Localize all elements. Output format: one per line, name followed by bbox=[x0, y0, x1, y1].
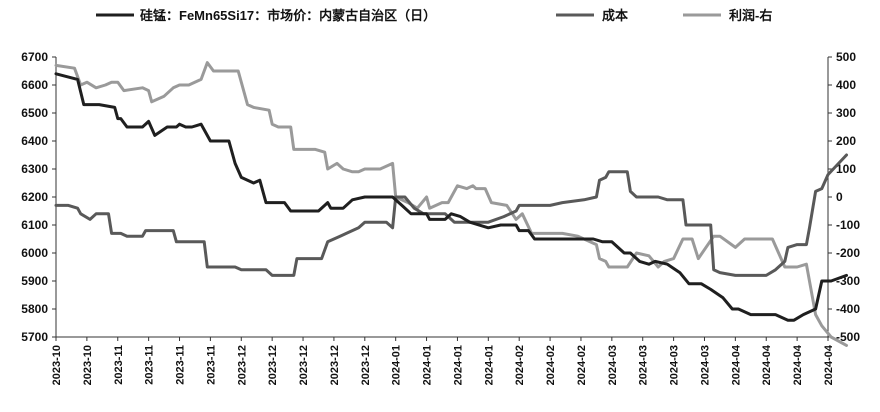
x-axis-tick-label: 2024-03 bbox=[607, 345, 619, 385]
x-axis-tick-label: 2024-04 bbox=[823, 344, 835, 385]
legend-label-price: 硅锰：FeMn65Si17：市场价：内蒙古自治区（日） bbox=[140, 8, 436, 23]
left-axis-tick-label: 6100 bbox=[21, 218, 48, 232]
right-axis-tick-label: 100 bbox=[836, 162, 856, 176]
x-axis-tick-label: 2024-02 bbox=[514, 345, 526, 385]
right-axis-tick-label: -100 bbox=[836, 218, 860, 232]
series-line-profit bbox=[54, 61, 848, 347]
x-axis-tick-label: 2024-03 bbox=[638, 345, 650, 385]
legend-label-cost: 成本 bbox=[602, 8, 628, 23]
x-axis-tick-label: 2023-12 bbox=[329, 345, 341, 385]
x-axis-tick-label: 2023-12 bbox=[236, 345, 248, 385]
x-axis-tick-label: 2024-01 bbox=[483, 345, 495, 385]
x-axis-tick-label: 2023-11 bbox=[144, 345, 156, 385]
left-axis-tick-label: 6300 bbox=[21, 162, 48, 176]
x-axis-tick-label: 2023-10 bbox=[82, 345, 94, 385]
left-axis-tick-label: 6700 bbox=[21, 50, 48, 64]
right-axis-tick-label: 300 bbox=[836, 106, 856, 120]
x-axis-tick-label: 2024-02 bbox=[576, 345, 588, 385]
x-axis-tick-label: 2023-11 bbox=[175, 345, 187, 385]
x-axis-tick-label: 2023-10 bbox=[51, 345, 63, 385]
x-axis-tick-label: 2023-12 bbox=[298, 345, 310, 385]
left-axis-tick-label: 5900 bbox=[21, 274, 48, 288]
left-axis-tick-label: 6000 bbox=[21, 246, 48, 260]
right-axis-tick-label: -200 bbox=[836, 246, 860, 260]
x-axis-tick-label: 2024-04 bbox=[792, 344, 804, 385]
series-layer bbox=[54, 61, 848, 347]
x-axis-tick-label: 2023-12 bbox=[360, 345, 372, 385]
x-axis-tick-label: 2024-01 bbox=[422, 345, 434, 385]
legend-label-profit: 利润-右 bbox=[729, 8, 772, 23]
left-axis-tick-label: 5700 bbox=[21, 330, 48, 344]
x-axis-tick-label: 2024-04 bbox=[761, 344, 773, 385]
right-axis-tick-label: 400 bbox=[836, 78, 856, 92]
right-axis-tick-label: -400 bbox=[836, 302, 860, 316]
left-axis-tick-label: 6400 bbox=[21, 134, 48, 148]
left-axis-tick-label: 6200 bbox=[21, 190, 48, 204]
right-axis-tick-label: 200 bbox=[836, 134, 856, 148]
series-line-price bbox=[54, 72, 848, 322]
right-axis-tick-label: -300 bbox=[836, 274, 860, 288]
x-axis-tick-label: 2024-03 bbox=[669, 345, 681, 385]
x-axis-tick-label: 2024-03 bbox=[699, 345, 711, 385]
right-axis-tick-label: -500 bbox=[836, 330, 860, 344]
legend: 硅锰：FeMn65Si17：市场价：内蒙古自治区（日） 成本 利润-右 bbox=[96, 8, 772, 23]
x-axis-tick-label: 2024-04 bbox=[730, 344, 742, 385]
x-axis-tick-label: 2024-02 bbox=[545, 345, 557, 385]
x-axis-tick-label: 2024-01 bbox=[391, 345, 403, 385]
axes: 5700 5800 5900 6000 6100 6200 6300 6400 6500 6600… bbox=[21, 50, 860, 385]
right-axis-tick-label: 500 bbox=[836, 50, 856, 64]
left-axis-tick-label: 6600 bbox=[21, 78, 48, 92]
x-axis-tick-label: 2023-11 bbox=[205, 345, 217, 385]
x-axis-tick-label: 2024-01 bbox=[452, 345, 464, 385]
right-axis-tick-label: 0 bbox=[836, 190, 843, 204]
left-axis-tick-label: 6500 bbox=[21, 106, 48, 120]
x-axis-tick-label: 2023-11 bbox=[113, 345, 125, 385]
left-axis-tick-label: 5800 bbox=[21, 302, 48, 316]
x-axis-tick-label: 2023-12 bbox=[267, 345, 279, 385]
